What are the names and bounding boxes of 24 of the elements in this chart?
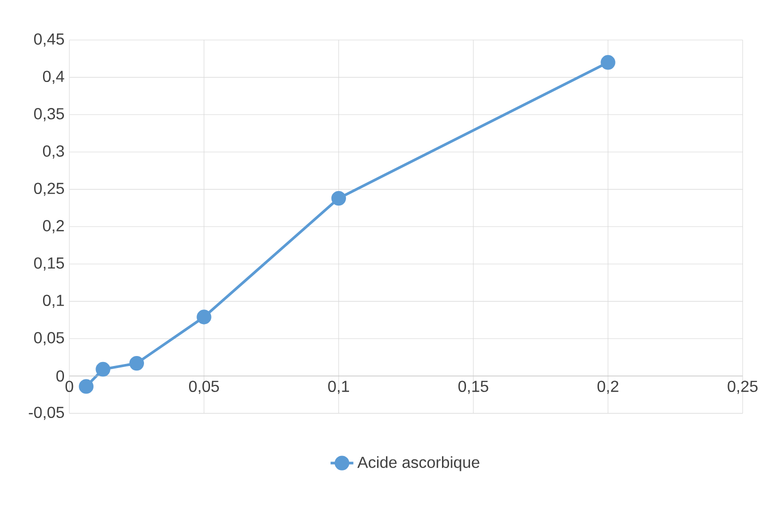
legend-label: Acide ascorbique [357,456,480,472]
y-tick-label: 0,35 [34,108,64,122]
point [331,190,346,206]
x-tick-label: 0,05 [189,380,219,394]
point [196,310,212,324]
x-tick-label: 0,1 [328,380,350,394]
y-tick-label: 0,25 [34,182,64,196]
x-tick-label: 0 [66,380,74,392]
y-tick-label: -0,05 [28,406,64,420]
point [600,55,616,70]
y-tick-label: 0,2 [43,220,64,234]
y-tick-label: 0,15 [34,257,64,271]
point [96,362,110,377]
x-tick-label: 0,2 [598,380,618,394]
x-tick-label: 0,25 [728,380,758,394]
point [129,356,144,371]
x-tick-label: 0,15 [458,380,488,394]
y-tick-label: 0,1 [43,294,64,308]
y-tick-label: 0 [56,370,64,382]
y-tick-label: 0,3 [43,145,64,159]
y-tick-label: 0,45 [34,33,64,47]
y-tick-label: 0,4 [43,70,64,84]
y-tick-label: 0,05 [34,332,64,346]
point [78,379,94,394]
